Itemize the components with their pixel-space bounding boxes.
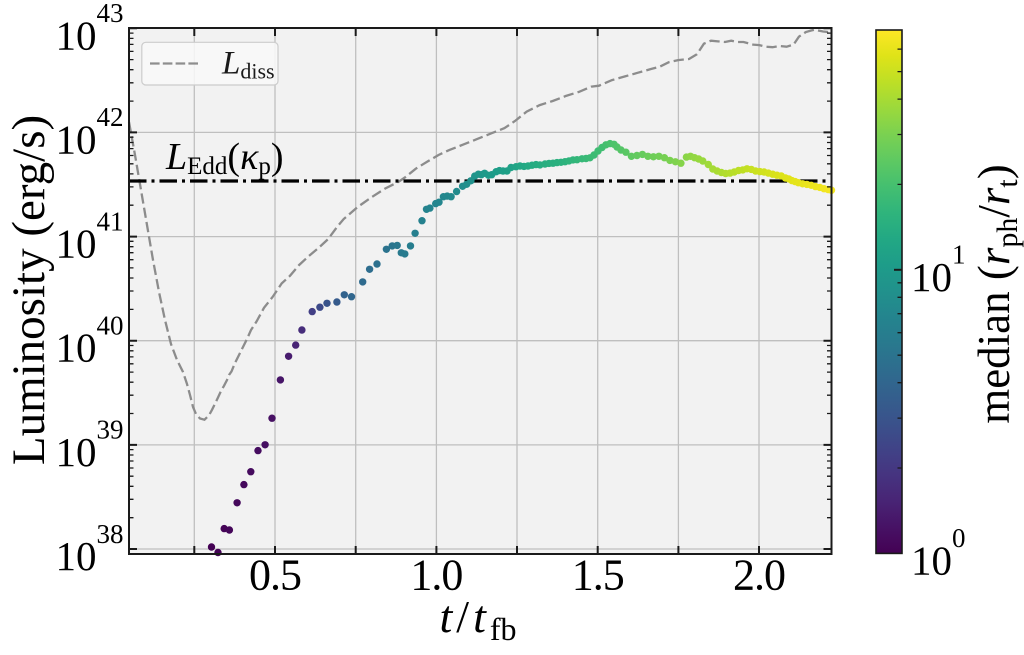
- svg-text:2.0: 2.0: [733, 551, 785, 600]
- svg-text:Luminosity (erg/s): Luminosity (erg/s): [3, 115, 55, 465]
- svg-text:LEdd(κp): LEdd(κp): [165, 136, 283, 180]
- svg-text:1.5: 1.5: [572, 551, 624, 600]
- svg-text:median (rph/rt): median (rph/rt): [969, 164, 1024, 424]
- svg-text:0.5: 0.5: [249, 551, 301, 600]
- svg-text:1.0: 1.0: [410, 551, 462, 600]
